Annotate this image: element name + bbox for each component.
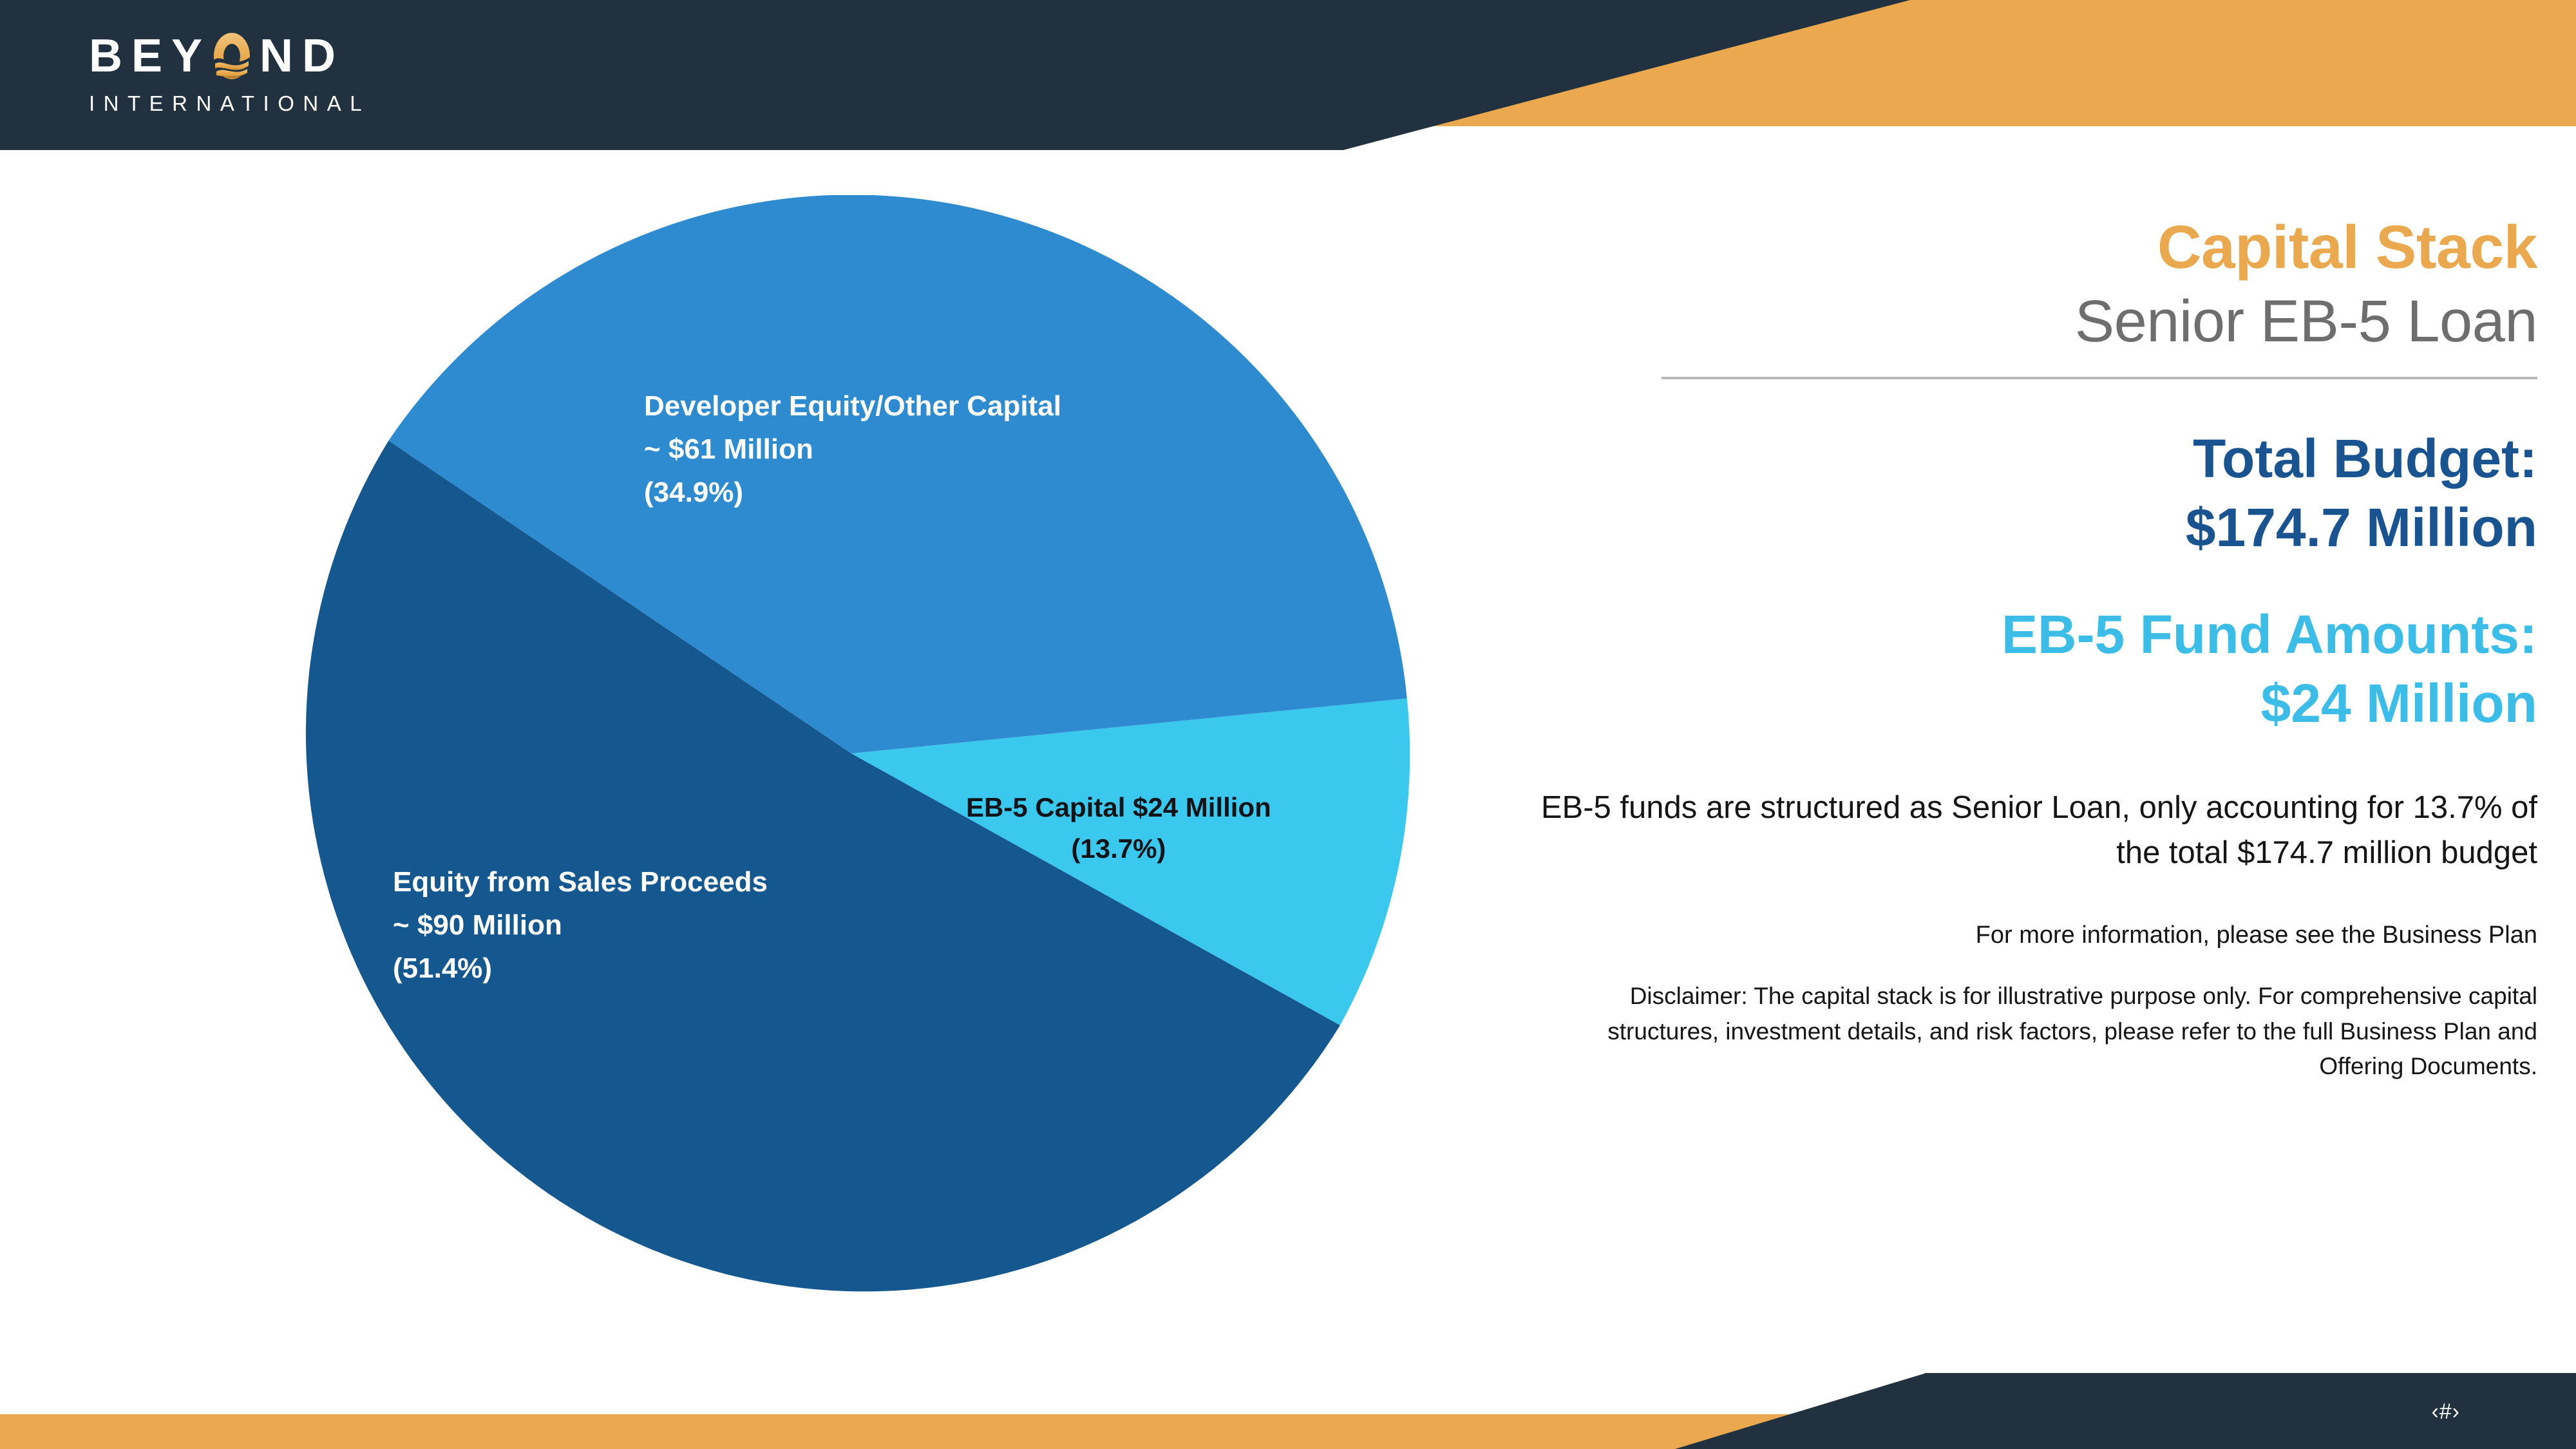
footer-navy-diagonal-wedge	[1675, 1373, 1926, 1449]
sunrise-o-icon	[213, 32, 251, 80]
eb5-fund-amount-block: EB-5 Fund Amounts: $24 Million	[1533, 600, 2537, 739]
page-subtitle: Senior EB-5 Loan	[2074, 289, 2538, 355]
disclaimer-text: Disclaimer: The capital stack is for ill…	[1607, 982, 2537, 1080]
pie-label-developer-line1: Developer Equity/Other Capital	[644, 390, 1061, 422]
pie-label-equity-line3: (51.4%)	[393, 952, 493, 984]
more-information-note: For more information, please see the Bus…	[1975, 921, 2537, 949]
logo-text-pre: BEY	[89, 30, 212, 82]
page-title: Capital Stack	[2157, 213, 2538, 281]
pie-label-developer-line2: ~ $61 Million	[644, 433, 813, 465]
logo-wordmark: BEY ND	[89, 31, 450, 81]
eb5-fund-label: EB-5 Fund Amounts:	[2001, 603, 2537, 665]
logo-subtitle: INTERNATIONAL	[89, 91, 371, 115]
capital-stack-pie-chart	[293, 195, 1410, 1312]
total-budget-value: $174.7 Million	[2185, 497, 2537, 558]
total-budget-label: Total Budget:	[2192, 428, 2537, 489]
pie-label-developer-line3: (34.9%)	[644, 476, 744, 508]
logo-text-post: ND	[260, 30, 345, 82]
footer-navy-bar	[1925, 1373, 2576, 1449]
beyond-international-logo: BEY ND	[89, 31, 450, 128]
pie-label-developer-equity: Developer Equity/Other Capital ~ $61 Mil…	[644, 385, 1061, 515]
pie-label-eb5-capital: EB-5 Capital $24 Million (13.7%)	[966, 787, 1271, 869]
pie-slice-eb5-capital[interactable]	[851, 698, 1410, 1025]
pie-label-equity-line2: ~ $90 Million	[393, 909, 562, 941]
body-paragraph: EB-5 funds are structured as Senior Loan…	[1540, 790, 2537, 871]
total-budget-block: Total Budget: $174.7 Million	[1533, 424, 2537, 563]
pie-slice-developer-equity-other-capital[interactable]	[388, 195, 1407, 753]
pie-label-eb5-line2: (13.7%)	[1071, 833, 1166, 864]
pie-label-equity-line1: Equity from Sales Proceeds	[393, 866, 768, 898]
pie-label-eb5-line1: EB-5 Capital $24 Million	[966, 792, 1271, 822]
eb5-fund-value: $24 Million	[2260, 673, 2537, 734]
pie-slice-equity-from-sales-proceeds[interactable]	[305, 440, 1340, 1292]
right-content-panel: Capital Stack Senior EB-5 Loan Total Bud…	[1533, 213, 2538, 1084]
pie-svg	[305, 195, 1410, 1292]
title-divider	[1662, 376, 2537, 379]
slide-number: ‹#›	[2431, 1399, 2460, 1424]
pie-label-equity-from-sales: Equity from Sales Proceeds ~ $90 Million…	[393, 861, 768, 990]
